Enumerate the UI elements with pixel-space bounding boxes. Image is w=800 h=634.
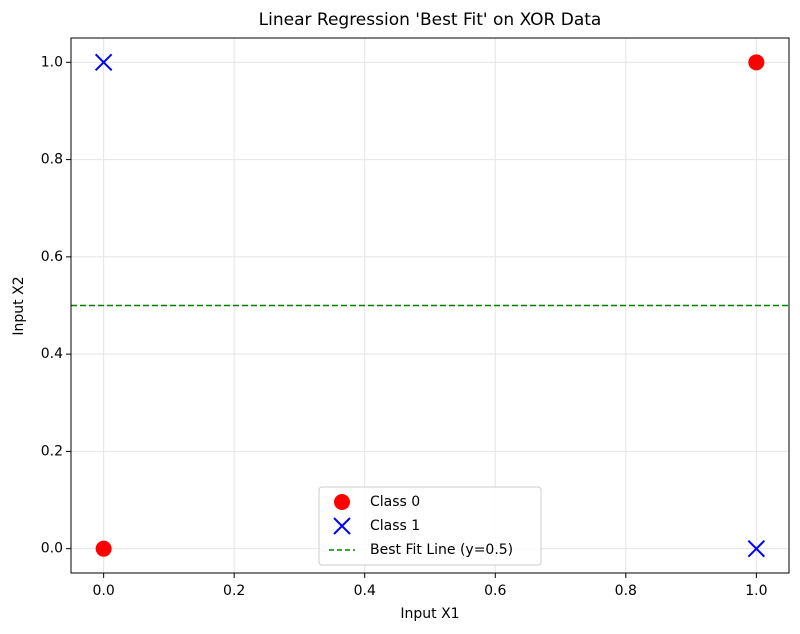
y-tick-label: 1.0	[41, 54, 63, 70]
legend-label: Class 0	[370, 494, 420, 510]
plot-frame	[70, 37, 790, 574]
point	[748, 54, 765, 71]
legend-box	[318, 486, 542, 566]
point	[94, 53, 113, 72]
y-tick-label: 0.6	[41, 249, 63, 265]
y-axis-label: Input X2	[11, 276, 27, 335]
y-tick-label: 0.8	[41, 152, 63, 168]
legend-marker	[333, 517, 351, 535]
legend-label: Best Fit Line (y=0.5)	[370, 542, 513, 558]
point	[95, 540, 112, 557]
y-tick-label: 0.4	[41, 346, 63, 362]
x-tick-label: 1.0	[745, 583, 767, 599]
x-tick-label: 0.4	[354, 583, 376, 599]
legend: Class 0 Class 1 Best Fit Line (y=0.5)	[318, 486, 542, 566]
y-tick-label: 0.2	[41, 443, 63, 459]
x-tick-label: 0.6	[484, 583, 506, 599]
legend-label: Class 1	[370, 518, 420, 534]
point	[747, 539, 766, 558]
chart-title: Linear Regression 'Best Fit' on XOR Data	[259, 10, 602, 30]
x-tick-label: 0.2	[223, 583, 245, 599]
legend-marker	[334, 494, 350, 510]
x-tick-label: 0.0	[93, 583, 115, 599]
x-tick-label: 0.8	[615, 583, 637, 599]
y-tick-label: 0.0	[41, 541, 63, 557]
x-axis-label: Input X1	[400, 606, 459, 622]
